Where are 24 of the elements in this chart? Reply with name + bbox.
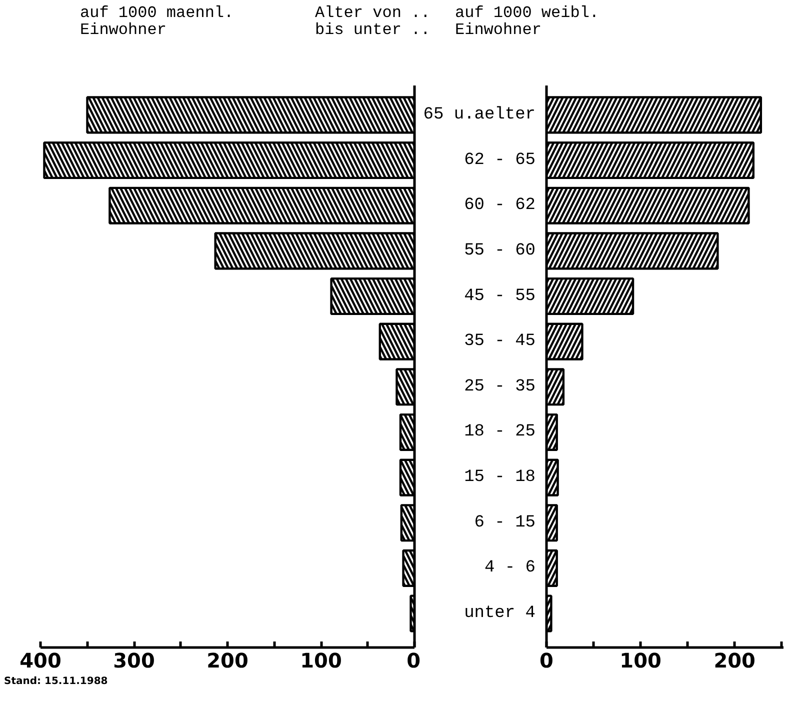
y-tick-label: 35 - 45 — [464, 332, 536, 352]
chart-title: auf 1000 weibl. Einwohner — [455, 4, 600, 39]
y-tick-label: 45 - 55 — [464, 286, 536, 306]
x-tick-label: 0 — [540, 648, 554, 672]
x-tick-label: 100 — [300, 648, 342, 672]
y-tick-label: 15 - 18 — [464, 468, 536, 488]
x-tick-label: 0 — [406, 648, 421, 672]
y-tick-label: 65 u.aelter — [423, 105, 536, 124]
y-tick-label: 25 - 35 — [464, 377, 536, 396]
x-tick-label: 300 — [113, 648, 155, 672]
y-tick-label: 6 - 15 — [474, 513, 536, 532]
text: Stand: 15.11.1988 — [4, 675, 108, 689]
chart-title: auf 1000 maennl. Einwohner — [80, 4, 234, 39]
x-tick-label: 100 — [620, 648, 662, 672]
y-tick-label: 55 - 60 — [464, 241, 536, 260]
x-tick-label: 400 — [20, 648, 62, 672]
y-axis-title: Alter von .. bis unter .. — [315, 4, 430, 39]
x-tick-label: 200 — [714, 648, 756, 672]
y-tick-label: 60 - 62 — [464, 196, 536, 216]
y-tick-label: 18 - 25 — [464, 422, 536, 442]
y-tick-label: unter 4 — [464, 604, 536, 624]
y-tick-label: 4 - 6 — [484, 558, 536, 578]
x-tick-label: 200 — [206, 648, 248, 672]
y-tick-label: 62 - 65 — [464, 150, 536, 170]
